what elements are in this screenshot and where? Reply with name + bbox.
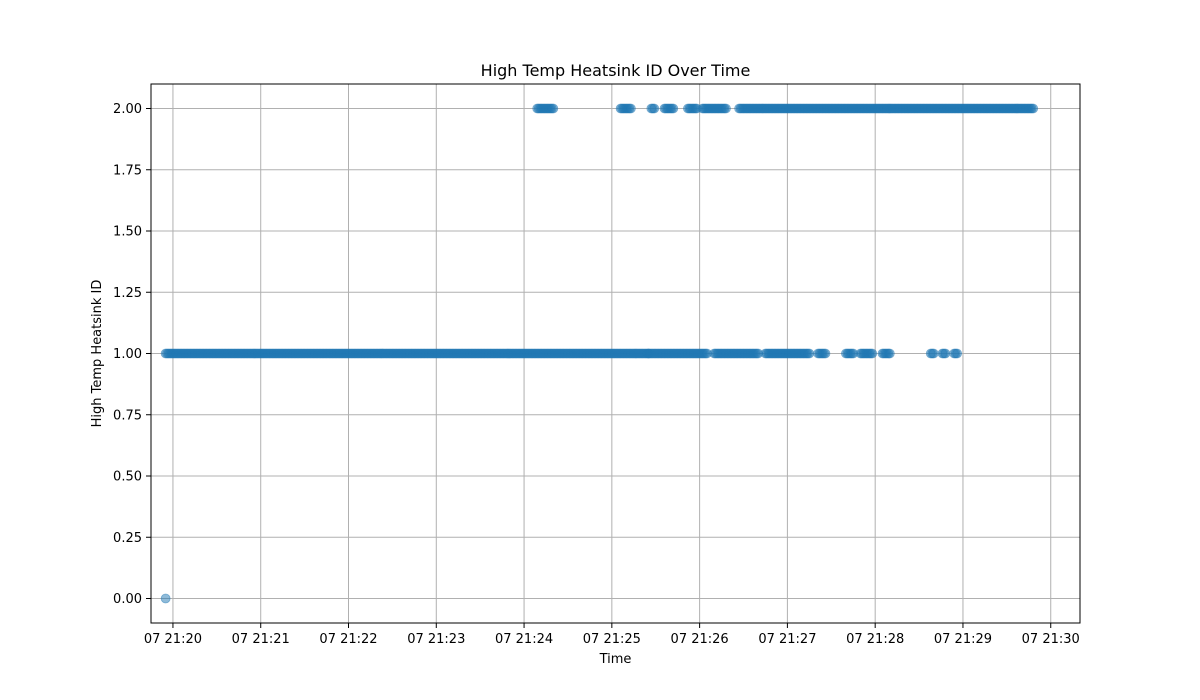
y-tick-label: 1.50 (113, 225, 142, 240)
data-point (625, 103, 636, 114)
y-tick-label: 1.75 (113, 163, 142, 178)
y-tick-label: 0.25 (113, 531, 142, 546)
x-tick-label: 07 21:22 (319, 632, 377, 647)
data-point (884, 348, 895, 359)
y-tick-label: 1.00 (113, 347, 142, 362)
x-tick-label: 07 21:25 (583, 632, 641, 647)
x-tick-label: 07 21:28 (846, 632, 904, 647)
data-point (952, 348, 963, 359)
x-tick-label: 07 21:20 (144, 632, 202, 647)
x-tick-label: 07 21:24 (495, 632, 553, 647)
x-tick-label: 07 21:23 (407, 632, 465, 647)
data-point (548, 103, 559, 114)
y-axis-title: High Temp Heatsink ID (90, 280, 105, 428)
data-point (804, 348, 815, 359)
x-tick-label: 07 21:26 (671, 632, 729, 647)
y-tick-label: 1.25 (113, 286, 142, 301)
data-point (160, 593, 171, 604)
x-tick-label: 07 21:30 (1022, 632, 1080, 647)
y-tick-label: 0.00 (113, 592, 142, 607)
y-tick-label: 2.00 (113, 102, 142, 117)
x-tick-label: 07 21:21 (232, 632, 290, 647)
x-axis-title: Time (599, 652, 632, 667)
data-point (928, 348, 939, 359)
y-tick-label: 0.75 (113, 408, 142, 423)
data-point (1028, 103, 1039, 114)
y-tick-label: 0.50 (113, 470, 142, 485)
axis-ticks: 07 21:20 07 21:21 07 21:22 07 21:23 07 21:24… (113, 102, 1080, 647)
data-point (940, 348, 951, 359)
data-point (668, 103, 679, 114)
data-point (867, 348, 878, 359)
data-point (649, 103, 660, 114)
x-tick-label: 07 21:27 (758, 632, 816, 647)
data-points (160, 103, 1039, 604)
chart-title: High Temp Heatsink ID Over Time (481, 61, 751, 80)
data-point (721, 103, 731, 114)
data-point (820, 348, 831, 359)
x-tick-label: 07 21:29 (934, 632, 992, 647)
